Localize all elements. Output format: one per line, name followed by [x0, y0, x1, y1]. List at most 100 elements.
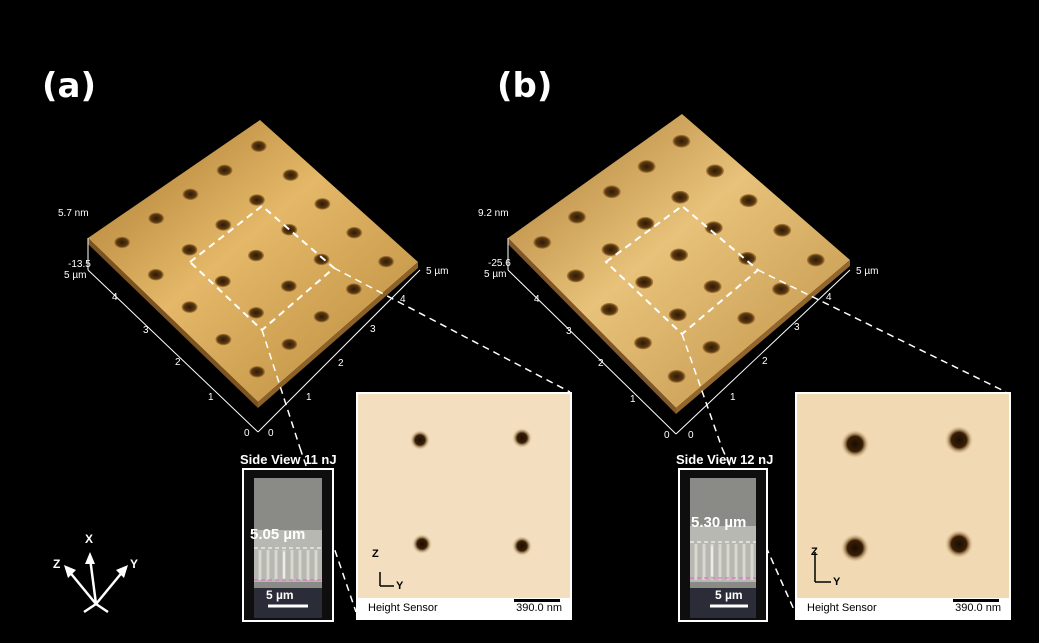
height-min-b: -25.6	[488, 258, 511, 269]
surface-pit	[772, 282, 790, 296]
surface-pit	[182, 188, 199, 201]
surface-pit	[703, 280, 722, 294]
side-depth-a: 5.05 µm	[250, 526, 306, 543]
surface-pit	[314, 198, 331, 210]
inset-axis-z-b: Z	[811, 546, 818, 558]
surface-pit	[637, 160, 656, 173]
surface-pit	[773, 223, 792, 237]
panel-b-label: (b)	[497, 66, 553, 106]
tick-right-a-0: 0	[268, 428, 274, 439]
surface-pit	[215, 219, 232, 231]
tick-right-b-2: 2	[762, 356, 768, 367]
surface-pit	[671, 190, 690, 204]
height-min-a: -13.5	[68, 259, 91, 270]
surface-pit	[248, 307, 265, 319]
afm-surface-b	[508, 114, 850, 414]
tick-right-a-2: 2	[338, 358, 344, 369]
surface-pit	[281, 338, 298, 351]
axes-frame-a	[87, 238, 421, 433]
tick-left-b-2: 2	[598, 358, 604, 369]
inset-pits-b	[797, 394, 1009, 598]
surface-pit	[706, 164, 724, 178]
surface-pit	[114, 236, 131, 249]
surface-pit	[346, 226, 363, 239]
surface-pit	[378, 255, 395, 268]
tick-right-a-4: 4	[400, 294, 406, 305]
side-scale-a: 5 µm	[266, 588, 294, 602]
height-inset-b: Z Y Height Sensor 390.0 nm	[795, 392, 1011, 620]
surface-pit	[634, 336, 652, 350]
side-depth-b: 5.30 µm	[691, 514, 747, 531]
xyz-orientation-icon	[64, 552, 128, 614]
tick-right-a-1: 1	[306, 392, 312, 403]
surface-pit	[702, 340, 721, 354]
surface-pit	[250, 140, 267, 152]
surface-pit	[248, 249, 264, 262]
height-max-b: 9.2 nm	[478, 208, 509, 219]
inset-scale-a: 390.0 nm	[516, 602, 562, 614]
surface-pit	[345, 283, 362, 295]
surface-pit	[668, 308, 687, 322]
tick-left-b-4: 4	[534, 294, 540, 305]
tick-left-a-2: 2	[175, 357, 181, 368]
surface-pit	[738, 251, 757, 265]
inset-footer-b: Height Sensor 390.0 nm	[797, 598, 1009, 618]
surface-pit	[215, 333, 232, 346]
afm-pit-grid-a	[114, 140, 395, 378]
inset-scale-b: 390.0 nm	[955, 602, 1001, 614]
axes-frame-b	[507, 238, 851, 435]
zoom-line-b-right	[757, 269, 1007, 393]
orientation-x-label: X	[85, 532, 94, 546]
surface-pit	[214, 275, 231, 288]
axis-left-end-a: 5 µm	[64, 270, 87, 281]
surface-pit	[667, 369, 686, 383]
surface-pit	[181, 301, 198, 313]
tick-left-b-0: 0	[664, 430, 670, 441]
inset-scalebar-a	[514, 599, 560, 602]
inset-axis-y-a: Y	[396, 580, 404, 592]
inset-axis-z-a: Z	[372, 548, 379, 560]
surface-pit	[635, 275, 654, 289]
tick-left-b-3: 3	[566, 326, 572, 337]
height-max-a: 5.7 nm	[58, 208, 89, 219]
surface-pit	[704, 221, 723, 235]
surface-pit	[806, 253, 825, 267]
height-sensor-label-a: Height Sensor	[368, 602, 438, 614]
side-scale-b: 5 µm	[715, 588, 743, 602]
orientation-z-label: Z	[53, 557, 61, 571]
surface-pit	[568, 210, 586, 224]
tick-right-b-0: 0	[688, 430, 694, 441]
surface-pit	[601, 243, 620, 257]
zoom-line-b-left	[681, 333, 723, 449]
surface-pit	[313, 253, 330, 266]
tick-left-b-1: 1	[630, 394, 636, 405]
surface-pit	[670, 248, 688, 262]
axis-right-end-a: 5 µm	[426, 266, 449, 277]
inset-scalebar-b	[953, 599, 999, 602]
surface-pit	[672, 134, 691, 148]
surface-pit	[636, 216, 655, 230]
side-view-image-a	[242, 468, 334, 622]
tick-left-a-1: 1	[208, 392, 214, 403]
inset-footer-a: Height Sensor 390.0 nm	[358, 598, 570, 618]
surface-pit	[280, 280, 297, 292]
surface-pit	[248, 194, 265, 206]
surface-pit	[566, 269, 585, 283]
side-view-title-b: Side View 12 nJ	[676, 452, 774, 467]
inset-pits-a	[358, 394, 570, 598]
axis-right-end-b: 5 µm	[856, 266, 879, 277]
surface-pit	[249, 366, 266, 378]
tick-left-a-4: 4	[112, 292, 118, 303]
surface-pit	[282, 169, 299, 181]
tick-right-b-4: 4	[826, 292, 832, 303]
surface-pit	[148, 212, 165, 225]
surface-pit	[737, 311, 756, 325]
tick-left-a-0: 0	[244, 428, 250, 439]
surface-pit	[600, 302, 619, 316]
orientation-y-label: Y	[130, 557, 139, 571]
tick-right-a-3: 3	[370, 324, 376, 335]
tick-right-b-1: 1	[730, 392, 736, 403]
surface-pit	[602, 185, 621, 199]
surface-pit	[181, 244, 198, 256]
